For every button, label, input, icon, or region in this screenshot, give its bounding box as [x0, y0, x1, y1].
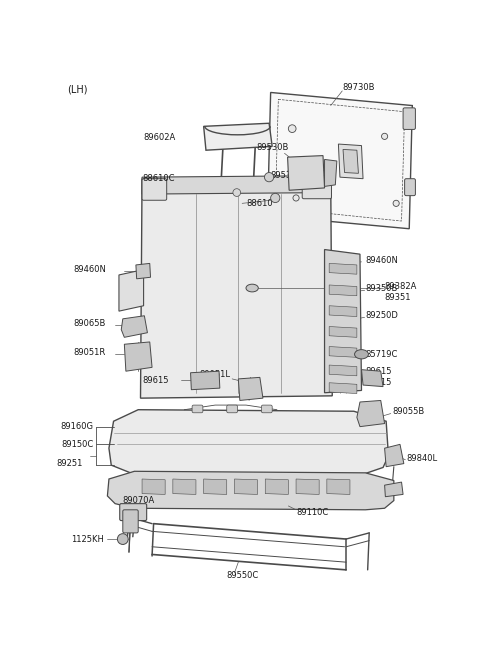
Circle shape	[393, 200, 399, 206]
Polygon shape	[324, 250, 361, 393]
Polygon shape	[141, 177, 332, 398]
Text: 89531A: 89531A	[271, 171, 303, 180]
Circle shape	[382, 133, 388, 140]
Polygon shape	[296, 479, 319, 495]
Text: 89351: 89351	[384, 293, 411, 302]
Polygon shape	[204, 479, 227, 495]
Text: 89530B: 89530B	[257, 143, 289, 153]
Polygon shape	[238, 377, 263, 400]
Polygon shape	[121, 316, 147, 337]
Text: 89615: 89615	[143, 376, 169, 385]
Polygon shape	[204, 123, 272, 150]
Polygon shape	[343, 149, 359, 174]
Text: 89160G: 89160G	[60, 422, 94, 431]
Polygon shape	[267, 92, 412, 229]
Text: 89550C: 89550C	[227, 571, 259, 580]
Polygon shape	[119, 270, 144, 311]
Text: 89251: 89251	[56, 459, 83, 468]
Polygon shape	[329, 263, 357, 274]
Text: 88610: 88610	[246, 199, 273, 208]
Polygon shape	[288, 156, 324, 190]
Polygon shape	[142, 479, 165, 495]
Circle shape	[271, 193, 280, 202]
FancyBboxPatch shape	[123, 510, 138, 533]
FancyBboxPatch shape	[405, 179, 415, 196]
Text: 88610C: 88610C	[143, 174, 175, 183]
Circle shape	[293, 195, 299, 201]
Polygon shape	[124, 342, 152, 371]
Polygon shape	[265, 479, 288, 495]
Polygon shape	[338, 144, 363, 179]
Polygon shape	[109, 409, 388, 477]
FancyBboxPatch shape	[227, 405, 238, 413]
Circle shape	[264, 172, 274, 182]
Text: 89065B: 89065B	[73, 319, 106, 328]
FancyBboxPatch shape	[262, 405, 272, 413]
FancyBboxPatch shape	[142, 179, 167, 200]
Polygon shape	[357, 400, 384, 426]
Text: 89382A: 89382A	[384, 282, 417, 291]
Polygon shape	[329, 306, 357, 316]
Text: 89250D: 89250D	[365, 311, 398, 320]
Polygon shape	[361, 369, 383, 386]
Text: 89515: 89515	[365, 378, 392, 387]
Text: 89730B: 89730B	[342, 83, 375, 92]
Polygon shape	[329, 346, 357, 358]
Text: 89602A: 89602A	[143, 132, 175, 141]
FancyBboxPatch shape	[192, 405, 203, 413]
Circle shape	[233, 189, 240, 196]
Circle shape	[118, 534, 128, 544]
Text: 89110C: 89110C	[296, 508, 328, 517]
Polygon shape	[384, 482, 403, 496]
Polygon shape	[136, 263, 151, 279]
Text: 89460N: 89460N	[73, 265, 106, 274]
Polygon shape	[142, 176, 331, 194]
Ellipse shape	[246, 284, 258, 292]
FancyBboxPatch shape	[120, 504, 147, 521]
Text: 89460N: 89460N	[365, 256, 398, 265]
Polygon shape	[329, 365, 357, 376]
Polygon shape	[327, 479, 350, 495]
Polygon shape	[329, 327, 357, 337]
Text: 85719C: 85719C	[365, 350, 398, 359]
Polygon shape	[384, 444, 404, 466]
Text: 1125KH: 1125KH	[71, 534, 104, 544]
Polygon shape	[234, 479, 258, 495]
Text: 89070A: 89070A	[123, 496, 155, 505]
Text: (LH): (LH)	[67, 84, 88, 95]
Text: 89051R: 89051R	[73, 348, 106, 357]
Polygon shape	[329, 383, 357, 394]
Text: 89350B: 89350B	[365, 284, 398, 293]
Text: 89051L: 89051L	[200, 370, 230, 379]
Polygon shape	[324, 159, 337, 187]
Text: 89055B: 89055B	[392, 407, 424, 416]
Text: 89150C: 89150C	[61, 440, 94, 449]
Text: 89615: 89615	[365, 367, 392, 376]
Text: 89840L: 89840L	[406, 454, 437, 462]
Polygon shape	[191, 371, 220, 390]
Ellipse shape	[355, 350, 369, 359]
Circle shape	[288, 125, 296, 132]
FancyBboxPatch shape	[302, 177, 332, 198]
Polygon shape	[108, 472, 394, 510]
Polygon shape	[173, 479, 196, 495]
FancyBboxPatch shape	[403, 108, 415, 130]
Polygon shape	[329, 285, 357, 296]
